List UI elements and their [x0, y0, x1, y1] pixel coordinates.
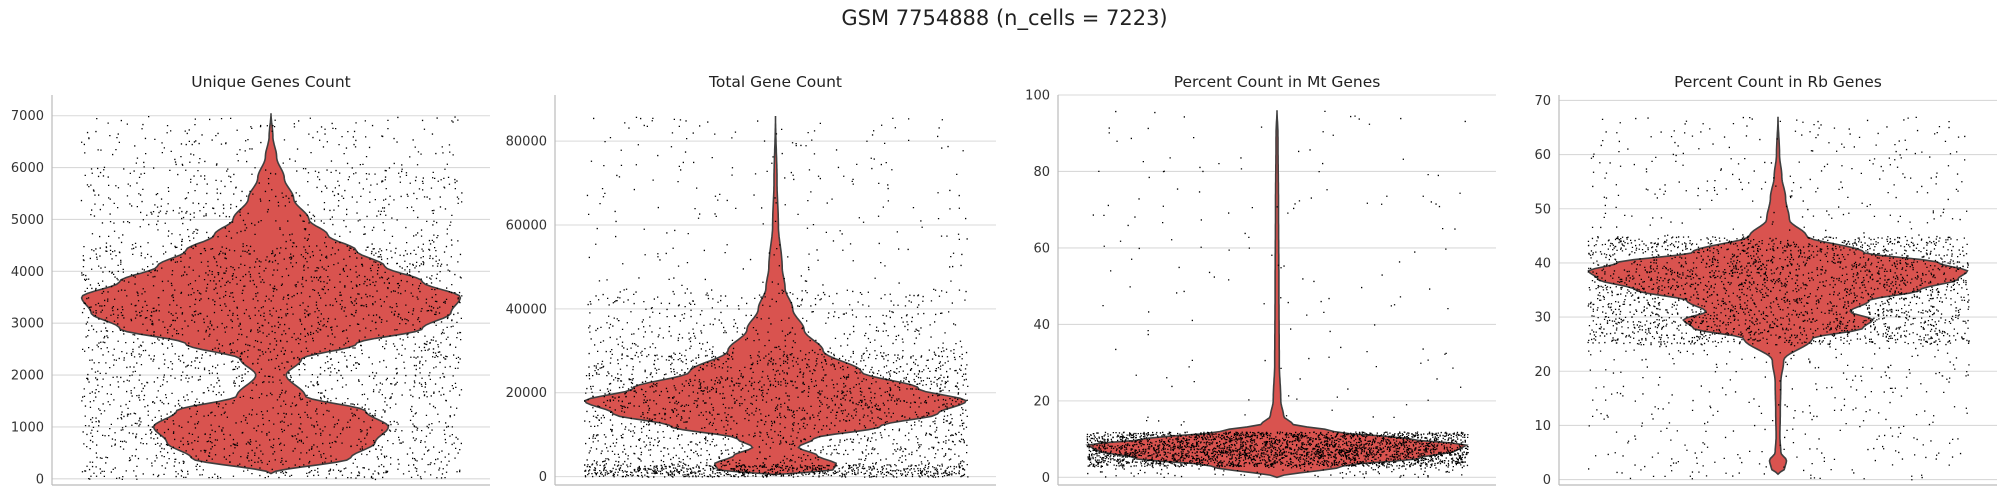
cell-points — [1086, 110, 1469, 479]
panel-title: Unique Genes Count — [191, 73, 351, 91]
panel-percent-count-mt-genes: Percent Count in Mt Genes 0 20 40 60 80 100 — [1025, 73, 1496, 486]
y-tick-label: 80 — [1033, 165, 1050, 180]
y-tick-label: 10 — [1534, 419, 1551, 434]
y-tick-label: 1000 — [11, 420, 44, 435]
y-tick-label: 40 — [1033, 318, 1050, 333]
y-tick-label: 0 — [539, 470, 547, 485]
y-tick-label: 0 — [1543, 473, 1551, 488]
y-tick-label: 40 — [1534, 256, 1551, 271]
y-tick-label: 30 — [1534, 311, 1551, 326]
y-tick-label: 40000 — [506, 302, 547, 317]
y-tick-label: 7000 — [11, 109, 44, 124]
y-tick-label: 100 — [1025, 89, 1050, 104]
y-tick-label: 20000 — [506, 386, 547, 401]
y-tick-label: 60000 — [506, 219, 547, 234]
panel-percent-count-rb-genes: Percent Count in Rb Genes 0 10 20 30 40 50 60 70 — [1534, 73, 1997, 488]
y-tick-label: 60 — [1534, 148, 1551, 163]
y-tick-label: 70 — [1534, 94, 1551, 109]
y-tick-label: 50 — [1534, 202, 1551, 217]
violin-body — [1587, 116, 1969, 476]
cell-dot — [1086, 110, 1469, 479]
panel-title: Percent Count in Rb Genes — [1674, 73, 1882, 91]
y-tick-label: 20 — [1534, 365, 1551, 380]
y-tick-label: 4000 — [11, 265, 44, 280]
figure-title: GSM 7754888 (n_cells = 7223) — [841, 6, 1168, 30]
y-tick-label: 60 — [1033, 241, 1050, 256]
y-tick-label: 6000 — [11, 161, 44, 176]
violin-body — [80, 113, 462, 475]
y-tick-label: 3000 — [11, 317, 44, 332]
y-tick-label: 5000 — [11, 213, 44, 228]
panel-unique-genes-count: Unique Genes Count 0 1000 2000 3000 4000 5000 6… — [11, 73, 490, 487]
panel-title: Percent Count in Mt Genes — [1174, 73, 1381, 91]
panel-total-gene-count: Total Gene Count 0 20000 40000 60000 80000 — [506, 73, 996, 486]
violin-body — [583, 116, 968, 476]
panel-title: Total Gene Count — [708, 73, 842, 91]
y-tick-label: 20 — [1033, 394, 1050, 409]
y-tick-label: 0 — [1042, 471, 1050, 486]
y-tick-label: 0 — [36, 472, 44, 487]
y-tick-label: 80000 — [506, 135, 547, 150]
y-tick-label: 2000 — [11, 369, 44, 384]
violin-body — [1085, 110, 1469, 479]
